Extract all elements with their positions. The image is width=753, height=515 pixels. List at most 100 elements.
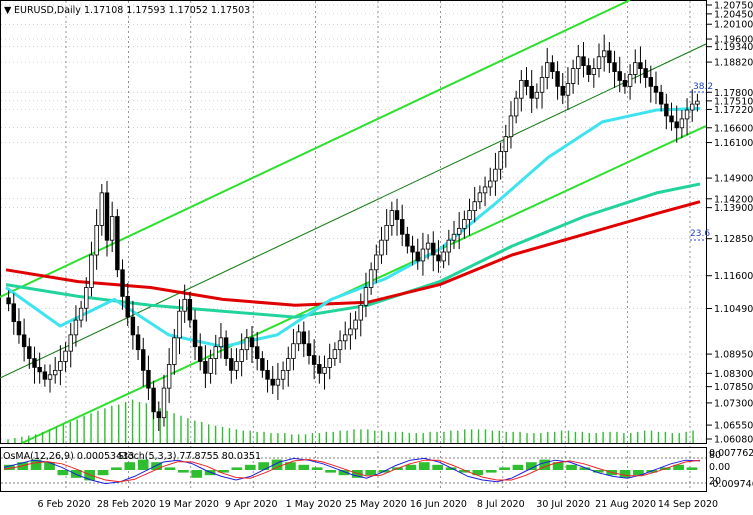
osma-bar xyxy=(44,462,55,470)
candle-body xyxy=(503,136,508,152)
price-label: 1.08950 xyxy=(714,350,753,361)
date-label: 25 May 2020 xyxy=(345,499,407,510)
indicator-label: 0.0077625 xyxy=(709,448,753,459)
osma-bar xyxy=(539,459,551,470)
price-label: 1.20750 xyxy=(714,1,753,12)
candle-body xyxy=(27,346,32,359)
osma-bar xyxy=(405,464,417,470)
candle-body xyxy=(669,115,674,123)
candle-body xyxy=(73,319,79,336)
osma-bar xyxy=(485,470,497,473)
candle-body xyxy=(94,225,99,256)
osma-bar xyxy=(552,462,564,470)
candle-body xyxy=(451,233,457,241)
candle-body xyxy=(653,85,659,93)
candle-body xyxy=(493,168,498,182)
osma-bar xyxy=(432,464,444,470)
candle-body xyxy=(529,85,534,99)
stoch-level-label: 20 xyxy=(709,476,721,487)
osma-bar xyxy=(244,464,256,470)
osma-bar xyxy=(218,470,229,473)
candle-body xyxy=(363,287,369,306)
candle-body xyxy=(68,334,73,352)
fib-label-38: 38.2 xyxy=(693,82,713,92)
date-label: 6 Feb 2020 xyxy=(37,499,90,510)
candle-body xyxy=(617,71,622,81)
price-label: 1.17220 xyxy=(714,105,753,116)
candle-body xyxy=(84,287,89,309)
candle-body xyxy=(674,121,679,129)
candle-body xyxy=(591,68,597,75)
date-label: 9 Apr 2020 xyxy=(225,499,278,510)
candle-body xyxy=(519,80,524,99)
candle-body xyxy=(425,242,431,250)
osma-bar xyxy=(97,470,109,476)
price-label: 1.17510 xyxy=(714,96,753,107)
osma-bar xyxy=(512,464,524,470)
candle-body xyxy=(358,304,363,321)
candle-body xyxy=(690,103,695,111)
candle-body xyxy=(601,50,607,58)
candle-body xyxy=(643,68,648,78)
price-label: 1.19340 xyxy=(714,42,753,53)
candle-body xyxy=(213,346,218,359)
candle-body xyxy=(539,77,545,93)
candle-body xyxy=(141,349,146,371)
osma-bar xyxy=(579,467,591,470)
candle-body xyxy=(337,340,343,351)
osma-bar xyxy=(686,467,698,470)
candle-body xyxy=(488,180,493,188)
candle-body xyxy=(42,371,48,380)
date-label: 14 Sep 2020 xyxy=(658,499,718,510)
osma-bar xyxy=(191,470,203,478)
candle-body xyxy=(89,254,94,288)
candle-body xyxy=(296,331,301,345)
osma-bar xyxy=(325,470,336,473)
date-axis: 6 Feb 2020 28 Feb 2020 19 Mar 2020 9 Apr 20… xyxy=(37,499,718,510)
osma-bar xyxy=(365,470,377,476)
candle-body xyxy=(291,343,296,359)
candle-body xyxy=(498,151,503,170)
candle-body xyxy=(239,349,244,362)
indicator-label: 0.00 xyxy=(709,462,730,473)
candle-body xyxy=(607,50,612,64)
indicator-pane-frame xyxy=(0,447,707,492)
candle-body xyxy=(441,251,446,262)
candle-body xyxy=(462,219,467,229)
candle-body xyxy=(135,334,141,351)
fibonacci-layer xyxy=(690,91,706,241)
candle-body xyxy=(482,186,488,194)
candle-body xyxy=(436,254,441,262)
candle-body xyxy=(524,80,529,87)
osma-bar xyxy=(258,462,270,470)
date-label: 21 Aug 2020 xyxy=(595,499,656,510)
candle-body xyxy=(6,297,11,305)
candle-body xyxy=(343,334,348,342)
osma-bar xyxy=(151,462,162,470)
channel-line xyxy=(21,125,707,444)
osma-bar xyxy=(633,470,644,476)
candle-body xyxy=(166,364,172,389)
candle-body xyxy=(472,201,477,212)
candle-body xyxy=(622,80,628,87)
candle-body xyxy=(612,62,617,72)
osma-bar xyxy=(70,470,82,478)
candle-body xyxy=(120,269,125,297)
candle-body xyxy=(99,192,105,226)
osma-bar xyxy=(499,467,510,470)
candle-body xyxy=(565,82,571,96)
candle-body xyxy=(192,319,198,348)
candle-body xyxy=(389,210,395,226)
indicator-label: -0.009746 xyxy=(709,479,753,490)
candle-body xyxy=(249,337,255,348)
candle-body xyxy=(306,343,312,356)
candle-body xyxy=(384,225,389,241)
candle-body xyxy=(513,97,519,117)
osma-bar xyxy=(137,459,149,470)
osma-bar xyxy=(164,467,176,470)
candle-body xyxy=(223,337,229,359)
candle-body xyxy=(322,367,327,374)
